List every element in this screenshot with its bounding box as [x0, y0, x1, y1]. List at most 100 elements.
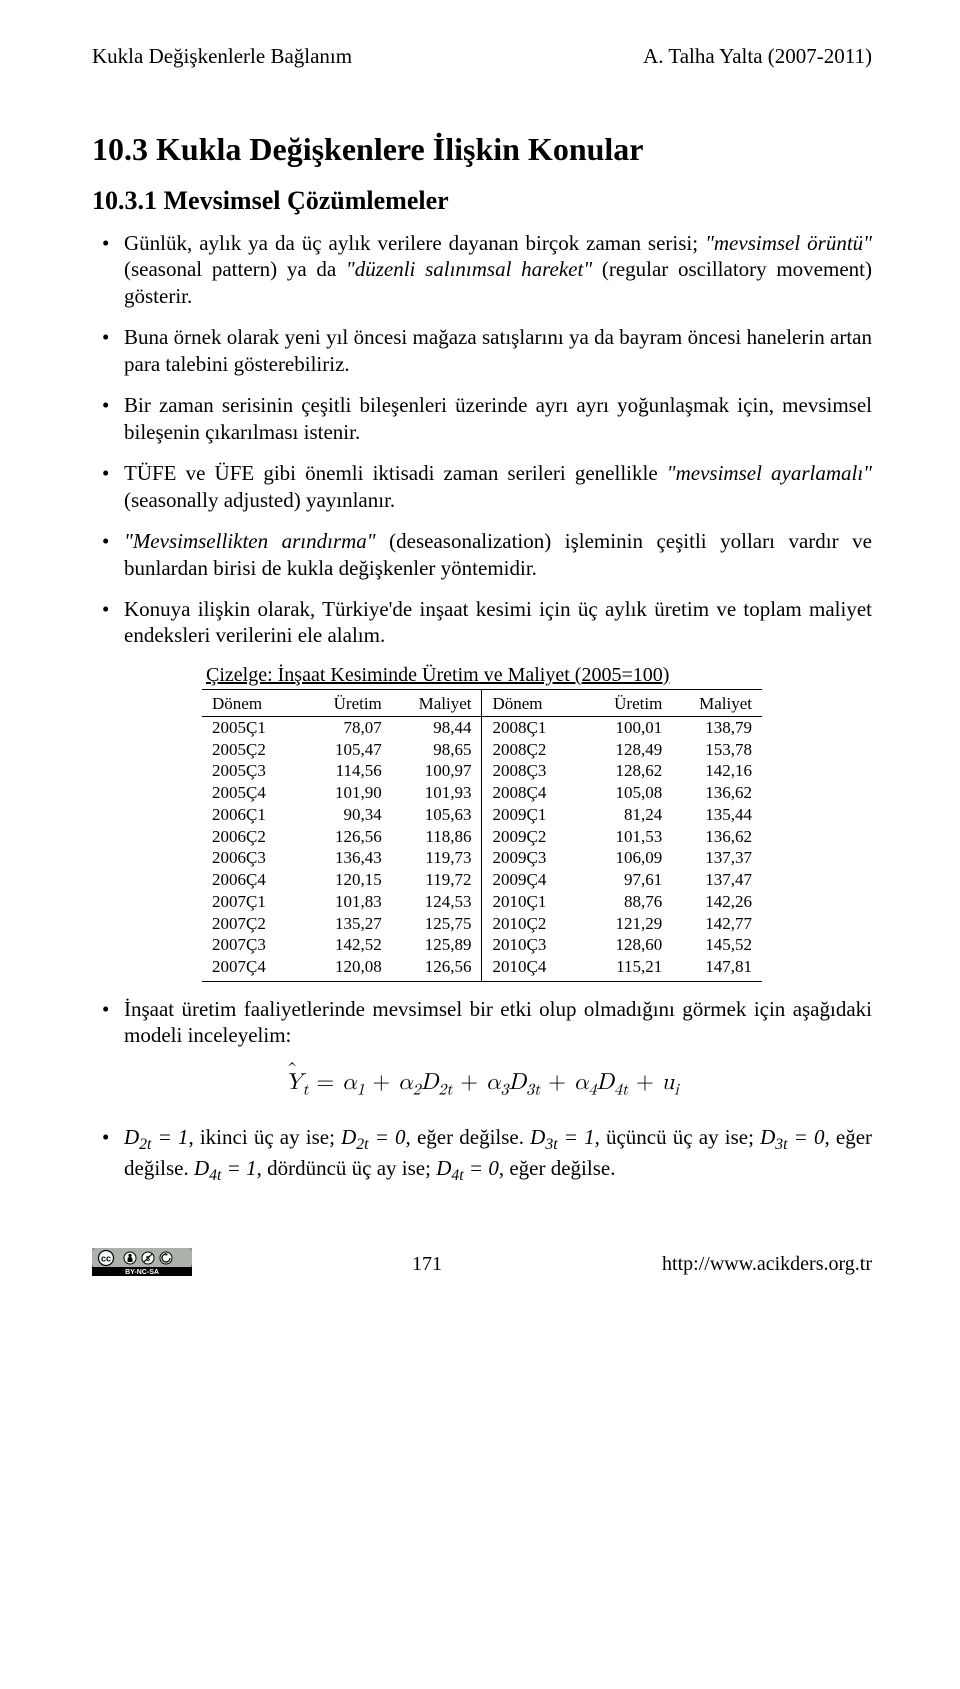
table-cell: 120,08 [304, 956, 392, 981]
table-cell: 142,77 [672, 913, 762, 935]
table-cell: 2007Ç2 [202, 913, 304, 935]
data-table-wrap: Çizelge: İnşaat Kesiminde Üretim ve Mali… [202, 664, 762, 982]
table-cell: 2010Ç3 [482, 934, 585, 956]
table-header: Maliyet [672, 689, 762, 716]
table-cell: 136,62 [672, 782, 762, 804]
table-cell: 137,37 [672, 847, 762, 869]
table-cell: 114,56 [304, 760, 392, 782]
table-header: Dönem [482, 689, 585, 716]
running-head-right: A. Talha Yalta (2007-2011) [643, 44, 872, 69]
table-cell: 2006Ç1 [202, 804, 304, 826]
running-head-left: Kukla Değişkenlerle Bağlanım [92, 44, 352, 69]
table-cell: 2009Ç3 [482, 847, 585, 869]
table-cell: 2010Ç1 [482, 891, 585, 913]
table-cell: 2006Ç4 [202, 869, 304, 891]
table-cell: 137,47 [672, 869, 762, 891]
list-item: Konuya ilişkin olarak, Türkiye'de inşaat… [124, 596, 872, 649]
table-cell: 124,53 [392, 891, 482, 913]
table-cell: 2009Ç2 [482, 826, 585, 848]
table-header: Üretim [304, 689, 392, 716]
table-cell: 100,97 [392, 760, 482, 782]
list-item: TÜFE ve ÜFE gibi önemli iktisadi zaman s… [124, 460, 872, 513]
list-item: Buna örnek olarak yeni yıl öncesi mağaza… [124, 324, 872, 377]
subsection-heading: 10.3.1 Mevsimsel Çözümlemeler [92, 186, 872, 216]
table-row: 2005Ç3114,56100,972008Ç3128,62142,16 [202, 760, 762, 782]
list-item: İnşaat üretim faaliyetlerinde mevsimsel … [124, 996, 872, 1049]
table-cell: 101,83 [304, 891, 392, 913]
table-cell: 2005Ç4 [202, 782, 304, 804]
table-row: 2006Ç2126,56118,862009Ç2101,53136,62 [202, 826, 762, 848]
table-cell: 2008Ç4 [482, 782, 585, 804]
table-header: Dönem [202, 689, 304, 716]
page-number: 171 [412, 1253, 442, 1276]
bullet-list-final: D2t = 1, ikinci üç ay ise; D2t = 0, eğer… [92, 1124, 872, 1186]
table-cell: 135,27 [304, 913, 392, 935]
bullet-list-bottom: İnşaat üretim faaliyetlerinde mevsimsel … [92, 996, 872, 1049]
table-cell: 142,52 [304, 934, 392, 956]
table-row: 2005Ç2105,4798,652008Ç2128,49153,78 [202, 739, 762, 761]
table-body: 2005Ç178,0798,442008Ç1100,01138,792005Ç2… [202, 716, 762, 981]
table-cell: 115,21 [585, 956, 673, 981]
table-cell: 2005Ç3 [202, 760, 304, 782]
table-cell: 2008Ç2 [482, 739, 585, 761]
table-cell: 105,08 [585, 782, 673, 804]
table-row: 2007Ç1101,83124,532010Ç188,76142,26 [202, 891, 762, 913]
table-cell: 2009Ç1 [482, 804, 585, 826]
cc-license-text: BY-NC-SA [125, 1269, 159, 1276]
table-row: 2006Ç4120,15119,722009Ç497,61137,47 [202, 869, 762, 891]
table-cell: 2007Ç4 [202, 956, 304, 981]
table-cell: 147,81 [672, 956, 762, 981]
table-row: 2007Ç4120,08126,562010Ç4115,21147,81 [202, 956, 762, 981]
page-footer: cc $ BY-NC-SA 171 http://www.acikders.or… [92, 1248, 872, 1276]
table-row: 2007Ç3142,52125,892010Ç3128,60145,52 [202, 934, 762, 956]
table-cell: 2010Ç4 [482, 956, 585, 981]
table-row: 2005Ç178,0798,442008Ç1100,01138,79 [202, 716, 762, 738]
table-cell: 119,72 [392, 869, 482, 891]
table-cell: 128,60 [585, 934, 673, 956]
table-cell: 138,79 [672, 716, 762, 738]
table-cell: 98,65 [392, 739, 482, 761]
cc-license-badge: cc $ BY-NC-SA [92, 1248, 192, 1276]
table-cell: 97,61 [585, 869, 673, 891]
table-cell: 126,56 [304, 826, 392, 848]
table-cell: 121,29 [585, 913, 673, 935]
table-cell: 2007Ç3 [202, 934, 304, 956]
table-cell: 128,49 [585, 739, 673, 761]
equation: Yt = α1 + α2D2t + α3D3t + α4D4t + ui [92, 1069, 872, 1101]
table-cell: 136,43 [304, 847, 392, 869]
running-head: Kukla Değişkenlerle Bağlanım A. Talha Ya… [92, 44, 872, 69]
list-item: Bir zaman serisinin çeşitli bileşenleri … [124, 392, 872, 445]
table-cell: 119,73 [392, 847, 482, 869]
table-cell: 101,90 [304, 782, 392, 804]
table-header: Maliyet [392, 689, 482, 716]
table-cell: 120,15 [304, 869, 392, 891]
table-cell: 105,63 [392, 804, 482, 826]
table-cell: 135,44 [672, 804, 762, 826]
table-cell: 101,53 [585, 826, 673, 848]
footer-url: http://www.acikders.org.tr [662, 1253, 872, 1276]
list-item: "Mevsimsellikten arındırma" (deseasonali… [124, 528, 872, 581]
table-cell: 2009Ç4 [482, 869, 585, 891]
table-cell: 100,01 [585, 716, 673, 738]
section-heading: 10.3 Kukla Değişkenlere İlişkin Konular [92, 131, 872, 168]
table-cell: 118,86 [392, 826, 482, 848]
table-row: 2005Ç4101,90101,932008Ç4105,08136,62 [202, 782, 762, 804]
data-table: Dönem Üretim Maliyet Dönem Üretim Maliye… [202, 689, 762, 982]
table-cell: 2006Ç3 [202, 847, 304, 869]
table-cell: 142,16 [672, 760, 762, 782]
table-cell: 128,62 [585, 760, 673, 782]
table-cell: 136,62 [672, 826, 762, 848]
table-cell: 90,34 [304, 804, 392, 826]
list-item: D2t = 1, ikinci üç ay ise; D2t = 0, eğer… [124, 1124, 872, 1186]
table-cell: 2007Ç1 [202, 891, 304, 913]
table-cell: 81,24 [585, 804, 673, 826]
table-cell: 125,75 [392, 913, 482, 935]
svg-text:cc: cc [101, 1254, 111, 1264]
table-cell: 105,47 [304, 739, 392, 761]
table-row: 2006Ç3136,43119,732009Ç3106,09137,37 [202, 847, 762, 869]
table-cell: 125,89 [392, 934, 482, 956]
table-header-row: Dönem Üretim Maliyet Dönem Üretim Maliye… [202, 689, 762, 716]
table-cell: 126,56 [392, 956, 482, 981]
table-cell: 2008Ç1 [482, 716, 585, 738]
table-row: 2007Ç2135,27125,752010Ç2121,29142,77 [202, 913, 762, 935]
